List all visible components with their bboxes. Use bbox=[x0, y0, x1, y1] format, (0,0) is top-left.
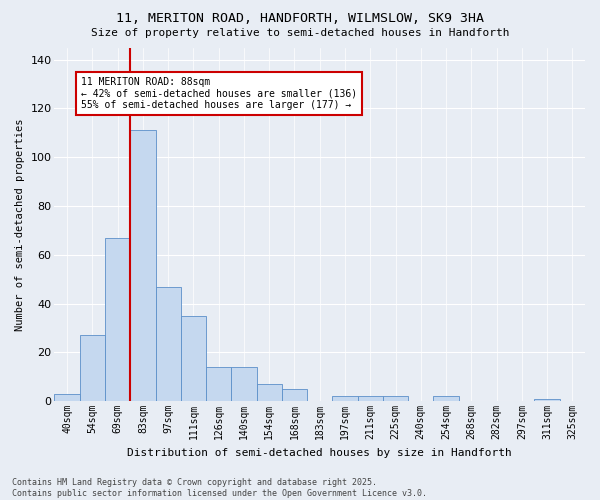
Text: Contains HM Land Registry data © Crown copyright and database right 2025.
Contai: Contains HM Land Registry data © Crown c… bbox=[12, 478, 427, 498]
Bar bbox=[130, 130, 155, 401]
Bar bbox=[535, 398, 560, 401]
Bar bbox=[358, 396, 383, 401]
Bar bbox=[55, 394, 80, 401]
Bar bbox=[433, 396, 458, 401]
Bar bbox=[181, 316, 206, 401]
Bar bbox=[282, 389, 307, 401]
Bar bbox=[80, 336, 105, 401]
Bar bbox=[332, 396, 358, 401]
X-axis label: Distribution of semi-detached houses by size in Handforth: Distribution of semi-detached houses by … bbox=[127, 448, 512, 458]
Bar bbox=[105, 238, 130, 401]
Bar bbox=[155, 286, 181, 401]
Text: 11, MERITON ROAD, HANDFORTH, WILMSLOW, SK9 3HA: 11, MERITON ROAD, HANDFORTH, WILMSLOW, S… bbox=[116, 12, 484, 26]
Bar bbox=[383, 396, 408, 401]
Text: Size of property relative to semi-detached houses in Handforth: Size of property relative to semi-detach… bbox=[91, 28, 509, 38]
Bar bbox=[257, 384, 282, 401]
Y-axis label: Number of semi-detached properties: Number of semi-detached properties bbox=[15, 118, 25, 330]
Text: 11 MERITON ROAD: 88sqm
← 42% of semi-detached houses are smaller (136)
55% of se: 11 MERITON ROAD: 88sqm ← 42% of semi-det… bbox=[81, 77, 357, 110]
Bar bbox=[232, 367, 257, 401]
Bar bbox=[206, 367, 232, 401]
